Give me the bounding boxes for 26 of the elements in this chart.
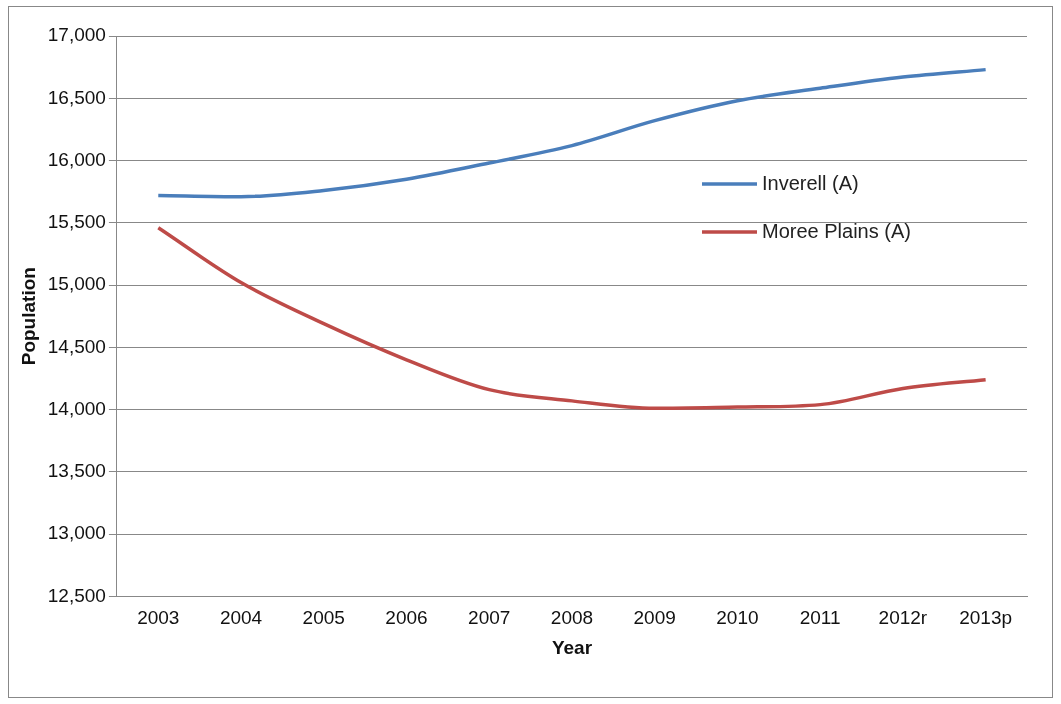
y-tick-label: 16,500 [47, 86, 106, 108]
x-tick-label: 2012r [878, 607, 928, 629]
y-tick-label: 15,000 [47, 273, 106, 295]
y-tick-label: 14,500 [47, 335, 106, 357]
x-tick-label: 2009 [633, 607, 676, 629]
y-tick-label: 13,000 [47, 522, 106, 544]
x-tick-label: 2011 [799, 607, 841, 629]
x-tick-label: 2004 [219, 607, 263, 629]
x-tick-label: 2005 [302, 607, 345, 629]
x-axis-title: Year [551, 636, 593, 658]
x-tick-label: 2006 [385, 607, 428, 629]
x-tick-label: 2013p [959, 607, 1013, 629]
x-tick-label: 2003 [137, 607, 180, 629]
x-tick-label: 2008 [550, 607, 594, 629]
y-tick-label: 15,500 [47, 211, 106, 233]
y-tick-label: 12,500 [47, 584, 106, 606]
x-tick-label: 2007 [468, 607, 511, 629]
y-tick-label: 16,000 [47, 148, 106, 170]
y-tick-label: 17,000 [47, 24, 106, 46]
y-tick-label: 14,000 [47, 397, 106, 419]
x-tick-label: 2010 [716, 607, 759, 629]
y-tick-label: 13,500 [47, 460, 106, 482]
legend-label: Moree Plains (A) [762, 219, 911, 242]
legend-label: Inverell (A) [762, 171, 859, 194]
line-series [156, 67, 988, 199]
y-axis-title: Population [17, 267, 39, 366]
